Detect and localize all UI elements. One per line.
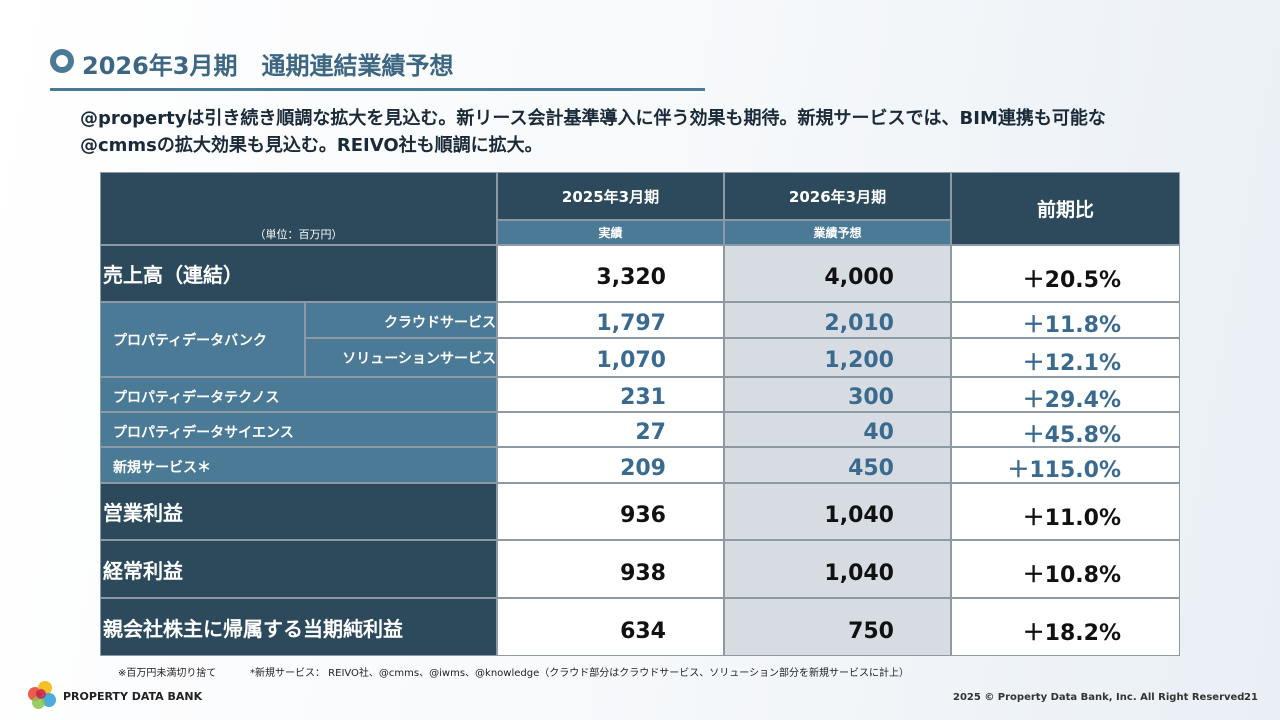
unit-label: （単位：百万円） [100, 172, 497, 245]
page-number: 21 [1244, 692, 1258, 703]
value-cell: ＋45.8% [951, 412, 1180, 448]
value-cell: 2,010 [724, 302, 951, 338]
value-cell: ＋20.5% [951, 245, 1180, 302]
row-label: 売上高（連結） [100, 245, 497, 302]
title-icon [50, 49, 74, 73]
value-cell: ＋11.8% [951, 302, 1180, 338]
column-label: 実績 [497, 220, 724, 245]
row-label: 営業利益 [100, 483, 497, 540]
value-cell: 231 [497, 377, 724, 412]
column-change: 前期比 [951, 172, 1180, 245]
copyright: 2025 © Property Data Bank, Inc. All Righ… [953, 692, 1249, 703]
lead-line: @propertyは引き続き順調な拡大を見込む。新リース会計基準導入に伴う効果も… [80, 108, 1106, 129]
value-cell: 1,070 [497, 338, 724, 377]
value-cell: 1,040 [724, 540, 951, 598]
value-cell: ＋12.1% [951, 338, 1180, 377]
title-rule [50, 88, 705, 91]
group-label: プロパティデータバンク [100, 302, 305, 377]
value-cell: ＋11.0% [951, 483, 1180, 540]
value-cell: 1,797 [497, 302, 724, 338]
row-label: 親会社株主に帰属する当期純利益 [100, 598, 497, 656]
logo-text: PROPERTY DATA BANK [63, 690, 203, 703]
value-cell: 450 [724, 447, 951, 483]
column-period: 2025年3月期 [497, 172, 724, 220]
column-label: 業績予想 [724, 220, 951, 245]
value-cell: 3,320 [497, 245, 724, 302]
column-period: 2026年3月期 [724, 172, 951, 220]
value-cell: 209 [497, 447, 724, 483]
value-cell: 40 [724, 412, 951, 447]
lead-line: @cmmsの拡大効果も見込む。REIVO社も順調に拡大。 [80, 135, 543, 156]
note: *新規サービス： REIVO社、@cmms、@iwms、@knowledge（ク… [250, 668, 910, 679]
value-cell: 936 [497, 483, 724, 540]
value-cell: 938 [497, 540, 724, 598]
value-cell: ＋18.2% [951, 598, 1180, 656]
value-cell: ＋29.4% [951, 377, 1180, 413]
sub-label: プロパティデータサイエンス [100, 412, 497, 447]
title: 2026年3月期 通期連結業績予想 [82, 52, 454, 80]
logo-mark [26, 681, 58, 711]
value-cell: 1,040 [724, 483, 951, 540]
sub-label: プロパティデータテクノス [100, 377, 497, 412]
note: ※百万円未満切り捨て [118, 668, 217, 679]
value-cell: 4,000 [724, 245, 951, 302]
sub-label: クラウドサービス [305, 302, 497, 338]
value-cell: 750 [724, 598, 951, 656]
value-cell: ＋10.8% [951, 540, 1180, 598]
value-cell: ＋115.0% [951, 447, 1180, 483]
row-label: 経常利益 [100, 540, 497, 598]
value-cell: 300 [724, 377, 951, 412]
sub-label: ソリューションサービス [305, 338, 497, 377]
sub-label: 新規サービス＊ [100, 447, 497, 483]
value-cell: 1,200 [724, 338, 951, 377]
value-cell: 27 [497, 412, 724, 447]
value-cell: 634 [497, 598, 724, 656]
